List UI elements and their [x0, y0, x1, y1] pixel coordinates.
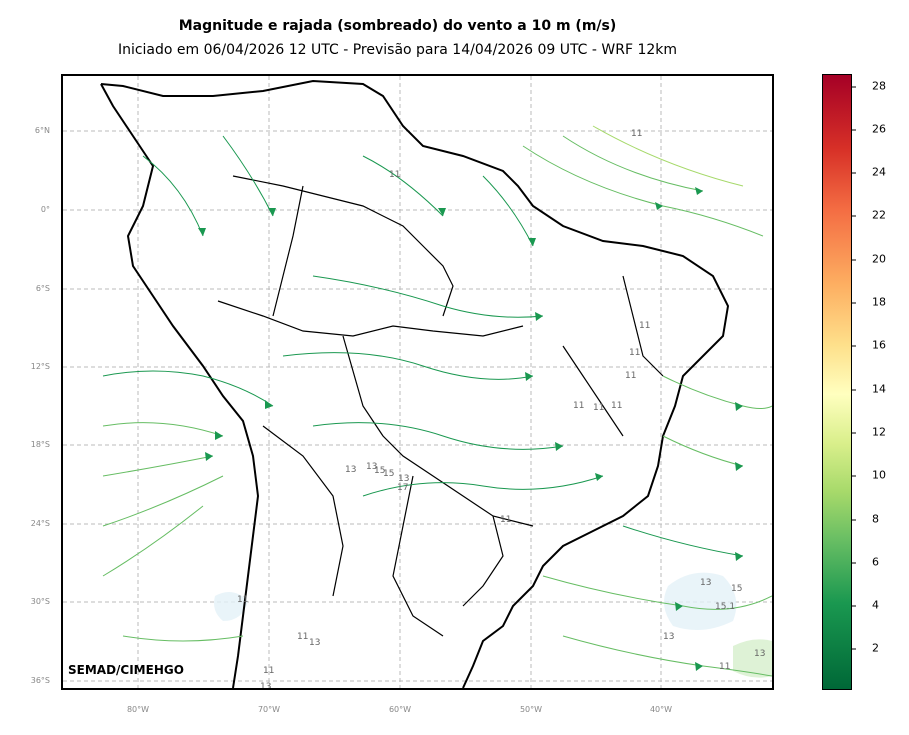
colorbar-ticks: 2 4 6 8 10 12 14 16 18 20 22 24 26 28: [852, 74, 902, 690]
contour-label: 11: [389, 170, 400, 180]
colorbar-tick: 6: [852, 556, 879, 569]
colorbar-tick: 2: [852, 642, 879, 655]
colorbar-tick: 26: [852, 123, 886, 136]
lon-label: 70°W: [257, 705, 281, 714]
lat-label: 6°N: [34, 126, 50, 135]
contour-label: 13: [366, 462, 377, 472]
lon-label: 80°W: [126, 705, 150, 714]
contour-label: 11: [500, 515, 511, 525]
colorbar-tick: 10: [852, 469, 886, 482]
colorbar-tick: 24: [852, 166, 886, 179]
contour-label: 13: [345, 465, 356, 475]
contour-label: 13: [663, 632, 674, 642]
wind-arrows: [198, 187, 743, 671]
map-panel: 11 11 11 11 11 11 11 11 13 13 15 15 13 1…: [61, 74, 774, 690]
contour-label: 11: [593, 403, 604, 413]
colorbar-tick: 14: [852, 383, 886, 396]
contour-label: 11: [629, 348, 640, 358]
contour-label: 15: [374, 466, 385, 476]
colorbar-tick: 16: [852, 339, 886, 352]
lat-label: 18°S: [30, 440, 50, 449]
colorbar-tick: 8: [852, 513, 879, 526]
lat-label: 30°S: [30, 597, 50, 606]
contour-label: 13: [754, 649, 765, 659]
colorbar-tick: 4: [852, 599, 879, 612]
contour-label: 17: [397, 483, 408, 493]
colorbar-tick: 18: [852, 296, 886, 309]
colorbar-tick: 12: [852, 426, 886, 439]
contour-label: 11: [573, 401, 584, 411]
contour-label: 11: [237, 595, 248, 605]
lat-label: 12°S: [30, 362, 50, 371]
lon-label: 50°W: [519, 705, 543, 714]
contour-label: 13: [700, 578, 711, 588]
colorbar-tick: 20: [852, 253, 886, 266]
lat-label: 6°S: [35, 284, 50, 293]
contour-label: 11: [719, 662, 730, 672]
contour-label: 15: [731, 584, 742, 594]
contour-label: 15.1: [715, 602, 735, 612]
map-subtitle: Iniciado em 06/04/2026 12 UTC - Previsão…: [117, 42, 678, 58]
contour-label: 11: [631, 129, 642, 139]
lat-label: 0°: [40, 205, 50, 214]
credit-label: SEMAD/CIMEHGO: [68, 663, 184, 677]
gust-shading: [214, 572, 772, 678]
colorbar-tick: 28: [852, 80, 886, 93]
lat-label: 24°S: [30, 519, 50, 528]
contour-labels: 11 11 11 11 11 11 11 11 13 13 15 15 13 1…: [237, 129, 765, 688]
colorbar-tick: 22: [852, 209, 886, 222]
contour-label: 11: [297, 632, 308, 642]
map-title: Magnitude e rajada (sombreado) do vento …: [178, 18, 617, 34]
contour-label: 13: [260, 682, 271, 688]
lon-label: 40°W: [649, 705, 673, 714]
coastline: [100, 79, 730, 688]
contour-label: 15: [383, 469, 394, 479]
lon-label: 60°W: [388, 705, 412, 714]
contour-label: 11: [625, 371, 636, 381]
contour-label: 13: [309, 638, 320, 648]
contour-label: 11: [639, 321, 650, 331]
contour-label: 11: [263, 666, 274, 676]
borders: [217, 175, 664, 637]
contour-label: 11: [611, 401, 622, 411]
map-svg: 11 11 11 11 11 11 11 11 13 13 15 15 13 1…: [63, 76, 772, 688]
colorbar: [822, 74, 852, 690]
contour-label: 13: [398, 474, 409, 484]
lat-label: 36°S: [30, 676, 50, 685]
